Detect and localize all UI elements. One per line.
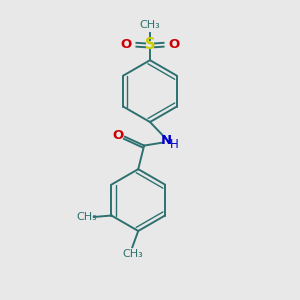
Text: N: N — [160, 134, 172, 147]
Text: O: O — [121, 38, 132, 51]
Text: CH₃: CH₃ — [140, 20, 160, 30]
Text: O: O — [113, 129, 124, 142]
Text: S: S — [145, 38, 155, 52]
Text: CH₃: CH₃ — [122, 249, 143, 259]
Text: O: O — [168, 38, 179, 51]
Text: CH₃: CH₃ — [76, 212, 97, 222]
Text: H: H — [170, 138, 179, 151]
